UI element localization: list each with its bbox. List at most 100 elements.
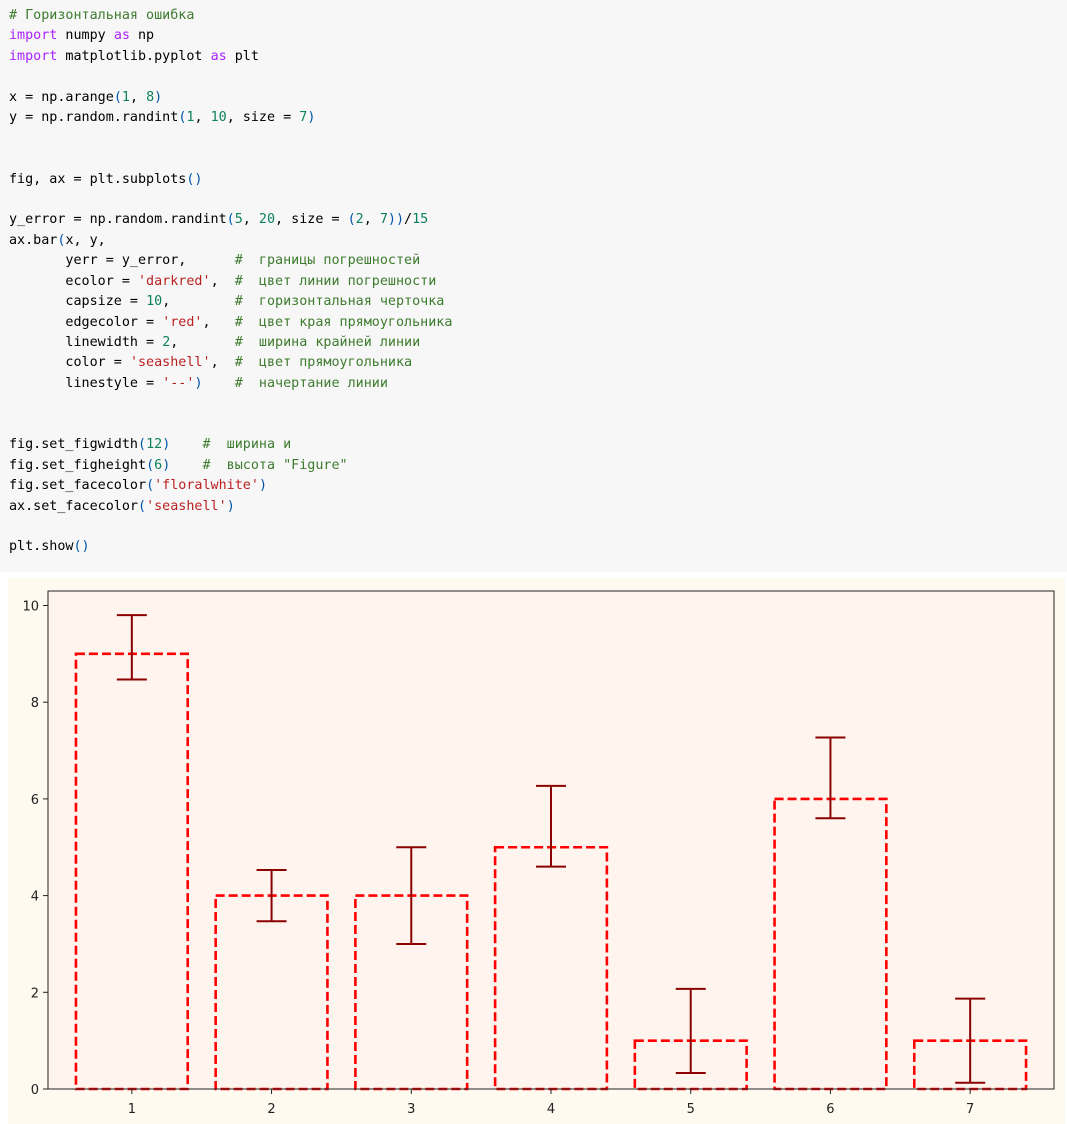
code-token: 10 (146, 294, 163, 310)
code-token: x = np.arange (9, 89, 114, 105)
code-token: 2 (355, 212, 364, 228)
code-token: # цвет края прямоугольника (234, 314, 453, 330)
error-bar (256, 868, 287, 923)
code-token: ) (307, 110, 316, 126)
code-token: # цвет линии погрешности (234, 273, 437, 289)
code-token: # ширина крайней линии (234, 335, 421, 350)
y-tick-label: 10 (22, 600, 39, 615)
y-tick-label: 0 (31, 1083, 39, 1098)
code-token: , (162, 294, 235, 310)
code-token: , (170, 335, 235, 350)
code-token: # начертание линии (234, 375, 388, 391)
code-token: ) (162, 437, 171, 453)
code-token (170, 437, 202, 452)
code-line: linewidth = 2, # ширина крайней линии (9, 333, 1067, 353)
code-token: () (73, 539, 90, 555)
code-token: 'floralwhite' (154, 478, 259, 494)
code-token: color = (9, 355, 130, 371)
code-line: color = 'seashell', # цвет прямоугольник… (9, 353, 1067, 373)
code-token: 1 (121, 89, 130, 105)
code-token: fig.set_facecolor (9, 478, 147, 494)
code-token (203, 376, 235, 391)
code-line (9, 67, 1067, 87)
code-token: , (202, 314, 235, 330)
code-token: , (194, 110, 211, 126)
code-token: fig, ax = plt.subplots (9, 171, 187, 187)
code-line: fig.set_figheight(6) # высота "Figure" (9, 456, 1067, 476)
code-token: , size = (275, 212, 348, 228)
bar (493, 845, 609, 1091)
x-tick-label: 4 (547, 1102, 555, 1117)
code-token: , (363, 212, 380, 228)
code-token: 2 (162, 335, 171, 350)
code-token: 'red' (162, 314, 203, 330)
code-token: capsize = (9, 294, 147, 310)
x-tick-label: 1 (128, 1102, 136, 1117)
code-token: ( (57, 232, 66, 248)
code-line: ecolor = 'darkred', # цвет линии погрешн… (9, 272, 1067, 292)
error-bars-layer (116, 614, 986, 1084)
code-token: numpy (57, 28, 114, 44)
code-token: 10 (210, 110, 227, 126)
code-line: edgecolor = 'red', # цвет края прямоугол… (9, 313, 1067, 333)
code-token: )) (387, 212, 405, 228)
error-bar (396, 846, 427, 945)
code-line (9, 129, 1067, 149)
code-cell[interactable]: # Горизонтальная ошибка import numpy as n… (0, 0, 1067, 572)
error-bar (815, 736, 846, 820)
code-token: # ширина и (202, 437, 292, 453)
code-token: / (404, 212, 413, 228)
code-line: linestyle = '--') # начертание линии (9, 374, 1067, 394)
x-tick-label: 5 (687, 1102, 695, 1117)
code-token: ) (226, 498, 235, 514)
code-token: 15 (412, 212, 429, 228)
code-token: 5 (234, 212, 243, 228)
code-token: 6 (154, 457, 163, 473)
code-token: # границы погрешностей (234, 253, 421, 269)
code-token: '--' (162, 375, 195, 391)
code-token: # горизонтальная черточка (234, 294, 445, 310)
code-token: ( (138, 498, 147, 514)
code-line (9, 394, 1067, 414)
error-bar (536, 784, 566, 868)
code-token: fig.set_figheight (9, 457, 147, 473)
code-token: 20 (258, 212, 276, 228)
code-line: yerr = y_error, # границы погрешностей (9, 251, 1067, 271)
code-line: import numpy as np (9, 26, 1067, 46)
code-token: import (9, 48, 58, 64)
code-token: as (113, 28, 130, 44)
error-bar (675, 987, 706, 1075)
code-token: ecolor = (9, 273, 138, 289)
code-line: fig.set_facecolor('floralwhite') (9, 476, 1067, 496)
code-line (9, 190, 1067, 210)
code-token: linestyle = (9, 375, 163, 391)
code-token: , size = (226, 110, 300, 126)
code-token: ( (138, 437, 147, 453)
code-token: fig.set_figwidth (9, 437, 138, 453)
code-token: , (210, 355, 235, 371)
code-line: ax.bar(x, y, (9, 231, 1067, 251)
x-tick-label: 3 (407, 1102, 415, 1117)
code-token: ) (162, 457, 171, 473)
code-token: y_error = np.random.randint (9, 212, 227, 228)
code-line (9, 415, 1067, 435)
error-bar (116, 614, 147, 681)
code-token: ax.bar (9, 232, 58, 248)
code-token: linewidth = (9, 335, 163, 350)
code-line: import matplotlib.pyplot as plt (9, 47, 1067, 67)
code-token: plt.show (9, 539, 74, 555)
code-line: fig, ax = plt.subplots() (9, 170, 1067, 190)
y-tick-label: 8 (31, 696, 39, 711)
code-line: y_error = np.random.randint(5, 20, size … (9, 210, 1067, 230)
code-token: 12 (146, 437, 163, 453)
code-token: ( (178, 110, 187, 126)
output-area: 0 2 4 6 8 10 1 2 3 4 5 6 7 (8, 578, 1065, 1124)
code-token: 'darkred' (138, 273, 211, 289)
code-token: # высота "Figure" (202, 457, 348, 473)
code-line: capsize = 10, # горизонтальная черточка (9, 292, 1067, 312)
code-token: edgecolor = (9, 314, 163, 330)
code-line: fig.set_figwidth(12) # ширина и (9, 435, 1067, 455)
code-line (9, 149, 1067, 169)
code-token: # Горизонтальная ошибка (9, 8, 195, 23)
